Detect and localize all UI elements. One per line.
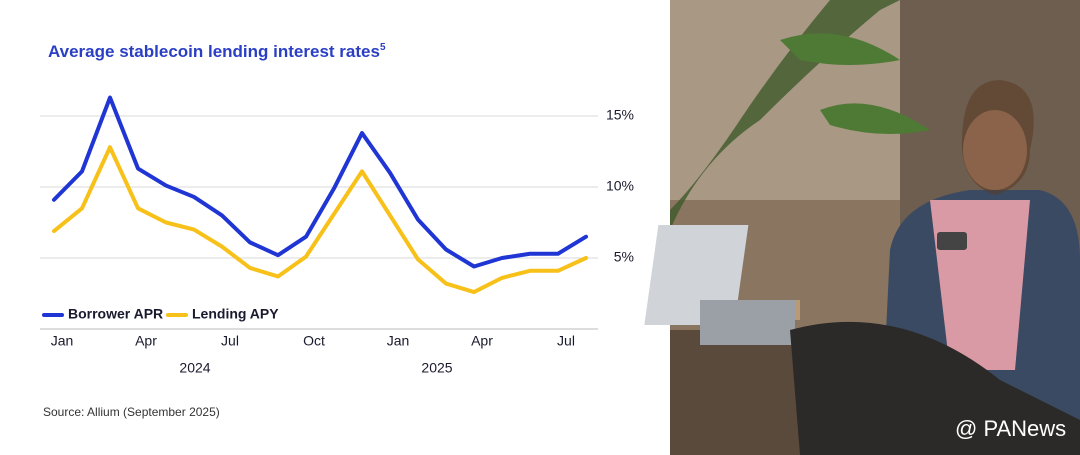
legend-label: Borrower APR bbox=[68, 306, 163, 322]
x-tick-label: Oct bbox=[303, 333, 325, 349]
title-text: Average stablecoin lending interest rate… bbox=[48, 42, 380, 61]
watermark: @ PANews bbox=[955, 416, 1066, 441]
chart-title: Average stablecoin lending interest rate… bbox=[48, 42, 386, 62]
y-tick-label: 15% bbox=[606, 107, 634, 123]
photo: @ PANews bbox=[644, 0, 1080, 455]
y-tick-label: 5% bbox=[614, 249, 634, 265]
x-tick-label: Jul bbox=[557, 333, 575, 349]
legend-label: Lending APY bbox=[192, 306, 279, 322]
title-note: 5 bbox=[380, 42, 386, 53]
source: Source: Allium (September 2025) bbox=[43, 405, 220, 419]
x-tick-label: Jan bbox=[387, 333, 410, 349]
series-line bbox=[52, 145, 588, 295]
x-tick-label: Jul bbox=[221, 333, 239, 349]
x-tick-label: Apr bbox=[471, 333, 493, 349]
y-tick-label: 10% bbox=[606, 178, 634, 194]
series-line bbox=[52, 95, 588, 269]
year-label: 2024 bbox=[179, 360, 210, 376]
x-tick-label: Jan bbox=[51, 333, 74, 349]
chart-panel bbox=[0, 0, 670, 455]
x-tick-label: Apr bbox=[135, 333, 157, 349]
year-label: 2025 bbox=[421, 360, 452, 376]
